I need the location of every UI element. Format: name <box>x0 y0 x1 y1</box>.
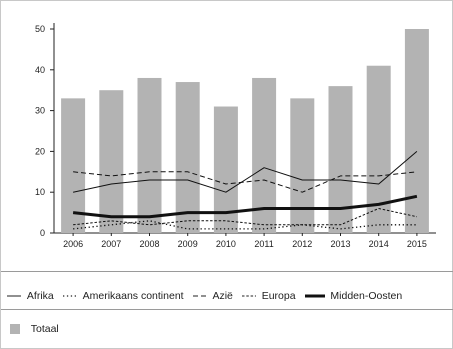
x-tick-label: 2013 <box>330 239 350 249</box>
bar-totaal <box>404 29 429 233</box>
legend-label-afrika: Afrika <box>26 290 54 303</box>
bar-totaal <box>290 98 315 233</box>
legend-item-midden-oosten: Midden-Oosten <box>304 288 407 304</box>
y-tick-label: 20 <box>35 146 45 156</box>
x-tick-label: 2012 <box>292 239 312 249</box>
legend-item-azie: Azië <box>192 288 237 304</box>
series-line-afrika <box>72 151 418 193</box>
bar-legend: Totaal <box>10 321 59 337</box>
legend-label-amerikaans-continent: Amerikaans continent <box>82 290 184 303</box>
line-legend: Afrika Amerikaans continent Azië Europa … <box>7 288 408 304</box>
y-tick-label: 40 <box>35 65 45 75</box>
y-tick-label: 0 <box>40 228 45 238</box>
bar-totaal <box>99 90 124 233</box>
legend-label-europa: Europa <box>261 290 296 303</box>
legend-label-midden-oosten: Midden-Oosten <box>330 290 403 303</box>
bar-totaal <box>328 86 353 234</box>
legend-line-solid-icon <box>7 295 21 297</box>
legend-separator-bottom <box>1 309 453 310</box>
x-tick-label: 2006 <box>63 239 83 249</box>
x-tick-label: 2009 <box>178 239 198 249</box>
legend-line-thick-icon <box>304 294 325 298</box>
x-tick-label: 2011 <box>254 239 273 249</box>
x-tick-label: 2014 <box>369 239 389 249</box>
bar-totaal <box>175 82 200 233</box>
x-tick-label: 2010 <box>216 239 236 249</box>
series-line-midden-oosten <box>72 194 418 219</box>
series-line-europa <box>73 208 418 226</box>
x-tick-label: 2008 <box>139 239 159 249</box>
legend-label-totaal: Totaal <box>30 323 59 335</box>
x-tick-label: 2015 <box>407 239 427 249</box>
y-tick-label: 10 <box>35 187 45 197</box>
legend-line-dashed-icon <box>192 295 207 297</box>
legend-item-europa: Europa <box>241 288 300 304</box>
legend-line-shortdash-icon <box>241 295 256 297</box>
legend-item-afrika: Afrika <box>7 288 58 304</box>
y-tick-label: 50 <box>35 24 45 34</box>
bar-totaal <box>61 98 86 233</box>
x-tick-label: 2007 <box>101 239 121 249</box>
series-line-azi- <box>73 171 417 193</box>
bar-totaal <box>366 65 391 233</box>
legend-swatch-totaal <box>10 324 20 335</box>
legend-item-amerikaans-continent: Amerikaans continent <box>62 288 188 304</box>
chart-plot: 0 10 20 30 40 50 2006 2007 2008 2009 2010 2011 2012 2… <box>35 23 436 249</box>
y-tick-label: 30 <box>35 106 45 116</box>
legend-label-azie: Azië <box>212 290 233 303</box>
bar-totaal <box>137 77 162 234</box>
legend-line-dotted-icon <box>62 295 77 297</box>
legend-separator-top <box>1 271 453 272</box>
